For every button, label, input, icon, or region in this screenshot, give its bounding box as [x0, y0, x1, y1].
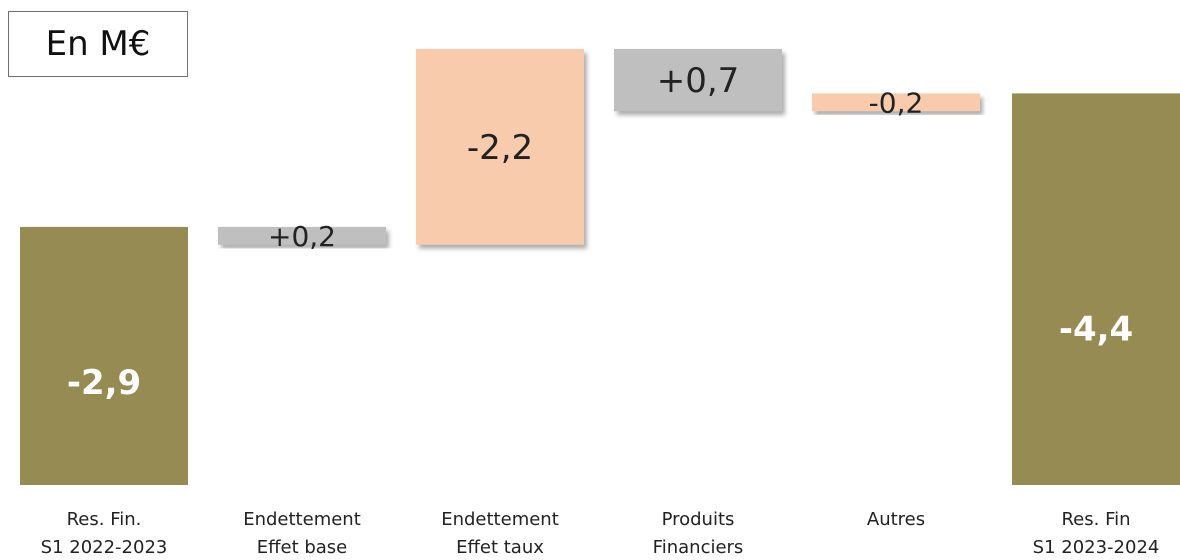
category-label-1-line-2: S1 2022-2023 [41, 537, 168, 558]
category-label-1-line-1: Res. Fin. [67, 509, 142, 530]
bars-group: -2,9 +0,2 -2,2 +0,7 -0,2 -4,4 [20, 48, 1180, 486]
category-label-2-line-1: Endettement [243, 509, 361, 530]
bar-4 [614, 48, 782, 112]
category-label-4-line-1: Produits [662, 509, 735, 530]
bar-2 [218, 226, 386, 245]
category-label-3-line-1: Endettement [441, 509, 559, 530]
bar-5 [812, 93, 980, 112]
bar-6 [1012, 93, 1180, 486]
data-label-4: +0,7 [657, 61, 740, 101]
category-labels-group: Res. Fin. S1 2022-2023 Endettement Effet ba… [41, 509, 1160, 558]
data-label-3: -2,2 [467, 128, 533, 168]
category-label-6-line-2: S1 2023-2024 [1033, 537, 1160, 558]
bar-3 [416, 48, 584, 245]
bar-1 [20, 226, 188, 485]
category-label-2-line-2: Effet base [257, 537, 348, 558]
data-label-6: -4,4 [1059, 309, 1133, 349]
unit-label: En M€ [8, 11, 188, 77]
category-label-5-line-1: Autres [867, 509, 925, 530]
category-label-6-line-1: Res. Fin [1061, 509, 1130, 530]
data-label-2: +0,2 [268, 220, 336, 253]
category-label-3-line-2: Effet taux [456, 537, 544, 558]
category-label-4-line-2: Financiers [653, 537, 744, 558]
data-label-5: -0,2 [869, 86, 924, 119]
data-label-1: -2,9 [67, 363, 141, 403]
